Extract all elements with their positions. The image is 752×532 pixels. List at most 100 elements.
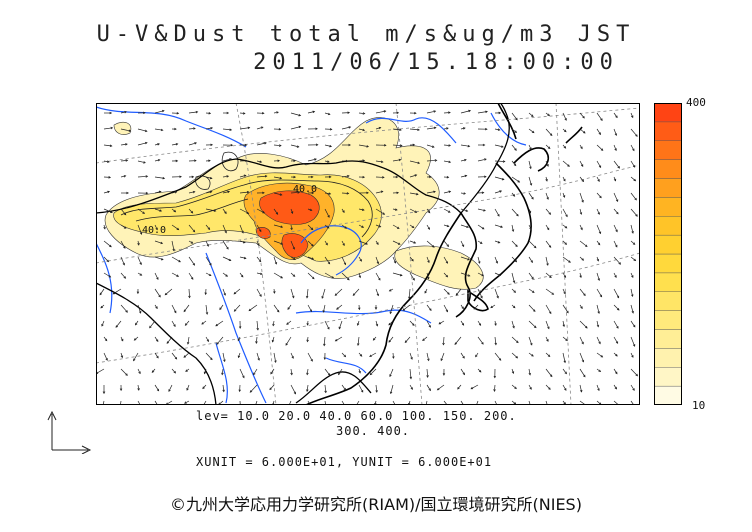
wind-vector-head [426,276,430,280]
wind-vector-head [106,160,110,163]
wind-vector [154,191,161,194]
wind-vector-head [244,143,248,147]
wind-vector-head [531,354,534,357]
wind-vector-head [529,166,532,170]
wind-vector-head [434,159,438,162]
vector-unit-label: XUNIT = 6.000E+01, YUNIT = 6.000E+01 [196,455,493,469]
wind-vector [511,224,514,232]
wind-vector-head [358,275,362,279]
wind-vector [528,384,532,390]
wind-vector-head [253,372,256,376]
wind-vector [115,320,122,328]
wind-vector [477,336,484,345]
wind-vector [528,128,535,133]
wind-vector [166,336,173,344]
wind-vector [188,128,196,130]
wind-vector-head [546,263,549,266]
wind-vector [171,368,176,374]
wind-vector-head [160,257,164,261]
wind-vector [204,368,207,374]
wind-vector-head [206,244,209,247]
wind-vector-head [615,199,619,203]
wind-vector-head [445,261,448,264]
wind-vector-head [259,229,262,233]
wind-vector [426,256,430,263]
wind-vector [184,400,190,404]
wind-vector [188,142,197,146]
wind-vector [357,320,360,326]
wind-vector-head [383,110,387,113]
wind-vector [120,368,128,376]
wind-vector-head [115,325,119,328]
wind-vector-head [633,258,637,262]
wind-vector-head [632,148,635,152]
wind-vector-head [174,127,177,131]
wind-vector [103,272,111,278]
wind-vector-head [109,244,112,248]
wind-vector-head [412,323,415,326]
wind-vector-head [338,326,342,330]
wind-vector [256,240,260,246]
wind-vector [562,240,567,245]
wind-vector-head [547,146,551,150]
wind-vector [426,110,436,114]
wind-vector-head [462,356,465,359]
wind-vector [409,272,415,281]
wind-vector [338,320,343,329]
color-scale-step [654,159,682,179]
wind-vector-head [343,387,347,391]
wind-vector [222,191,230,194]
wind-vector-head [336,307,339,310]
wind-vector-head [151,370,155,373]
wind-vector-head [563,291,566,295]
wind-vector-head [224,211,227,215]
wind-vector-head [427,210,431,214]
wind-vector-head [514,148,517,151]
wind-vector-head [246,211,250,214]
wind-vector [219,304,224,310]
border-line [460,103,510,214]
wind-vector [476,400,479,405]
wind-vector-head [427,358,430,362]
wind-vector [579,368,586,377]
wind-vector-head [382,212,386,215]
wind-vector [562,256,571,263]
wind-vector-head [287,307,290,310]
wind-vector-head [549,133,553,137]
wind-vector [188,288,190,298]
wind-vector-head [422,338,425,341]
wind-vector-head [348,143,351,147]
wind-vector-head [616,295,620,299]
wind-vector [409,174,417,178]
wind-vector-head [531,114,534,117]
wind-vector [222,208,227,214]
wind-vector [596,128,601,135]
river-line [325,357,367,374]
wind-vector-head [256,327,259,331]
wind-vector [324,240,328,246]
wind-vector-head [580,146,583,150]
wind-vector-head [298,125,302,129]
wind-vector [154,176,165,179]
wind-vector [171,320,176,327]
wind-vector [630,320,636,328]
wind-vector [154,240,163,244]
wind-vector [579,400,587,405]
wind-vector-head [412,143,416,147]
wind-vector [307,336,309,342]
wind-vector [137,208,145,214]
wind-vector [273,176,282,179]
wind-vector [477,320,481,326]
wind-vector-head [478,370,482,373]
wind-vector-head [105,358,108,361]
color-scale-step [654,197,682,217]
wind-vector-head [291,356,294,359]
wind-vector-head [515,117,518,121]
wind-vector-head [162,176,166,180]
wind-vector [154,288,161,298]
wind-vector-head [631,231,634,234]
wind-vector-head [516,340,519,344]
wind-vector-head [123,276,127,279]
wind-vector-head [274,360,277,364]
wind-vector-head [360,390,364,393]
